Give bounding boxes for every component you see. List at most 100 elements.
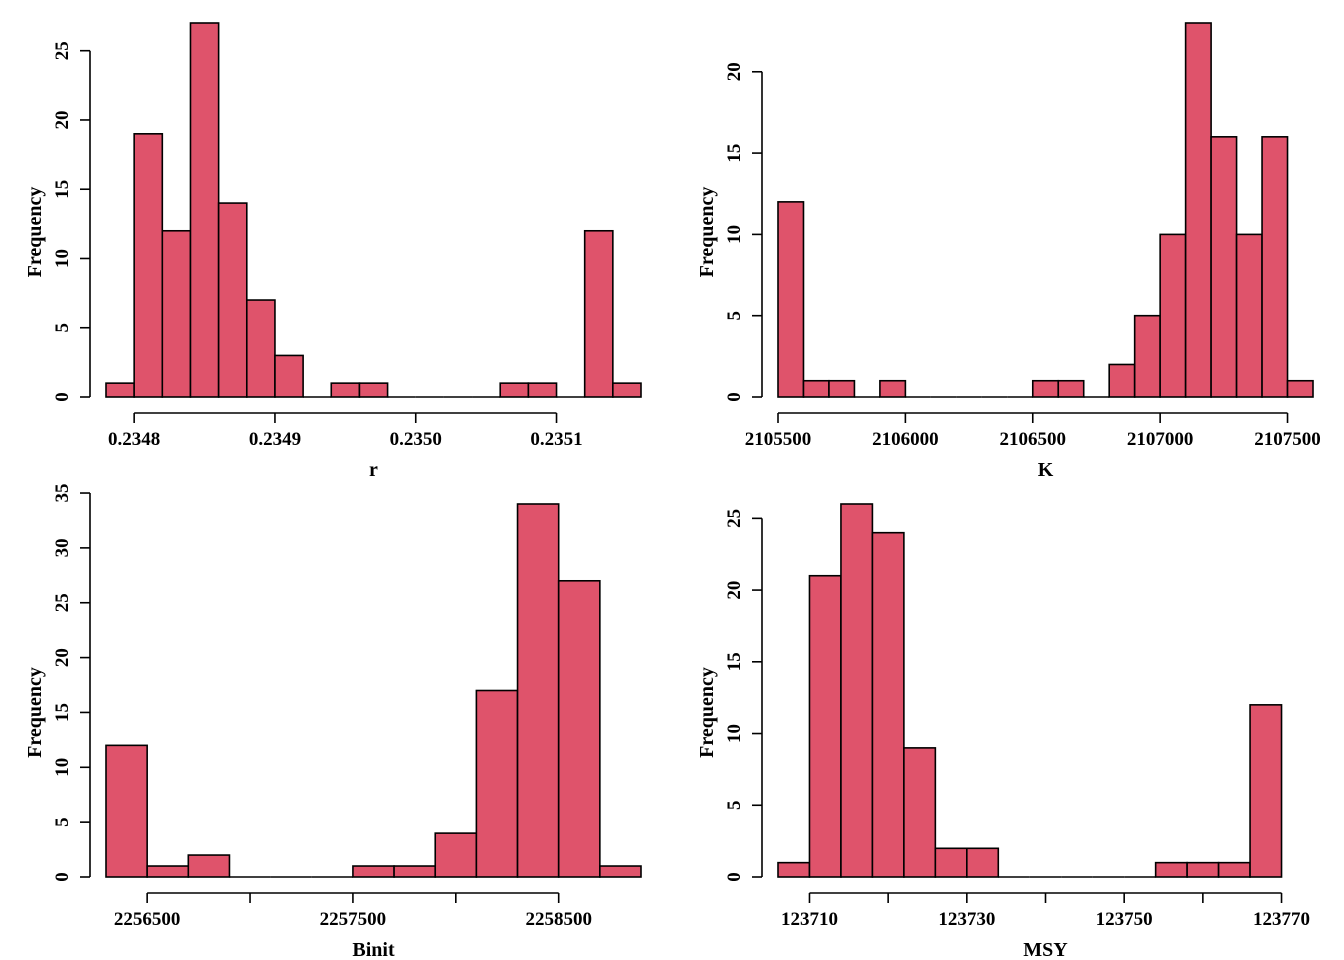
x-tick-label: 123770 bbox=[1253, 909, 1310, 930]
y-tick-label: 35 bbox=[52, 484, 73, 503]
histogram-r: 0.2348 0.2349 0.2350 0.2351 r 0 5 10 15 20 25 Frequ… bbox=[24, 22, 642, 481]
histogram-bar bbox=[146, 865, 190, 878]
histogram-bar bbox=[1249, 704, 1283, 878]
y-tick-label: 5 bbox=[724, 801, 745, 811]
x-axis-title: K bbox=[1038, 459, 1054, 481]
histogram-bar bbox=[1031, 379, 1060, 398]
y-tick-label: 10 bbox=[724, 724, 745, 743]
histogram-bar bbox=[808, 574, 842, 878]
x-tick-label: 0.2349 bbox=[249, 429, 301, 450]
x-tick-label: 123750 bbox=[1096, 909, 1153, 930]
x-axis-title: MSY bbox=[1023, 939, 1068, 960]
y-tick-label: 0 bbox=[52, 392, 73, 402]
histogram-bar bbox=[1133, 314, 1161, 398]
histogram-bar bbox=[393, 865, 437, 878]
histogram-bar bbox=[161, 229, 192, 398]
histogram-bar bbox=[499, 382, 530, 398]
y-tick-label: 20 bbox=[724, 581, 745, 600]
y-tick-label: 10 bbox=[52, 249, 73, 268]
y-tick-label: 15 bbox=[52, 703, 73, 722]
y-tick-label: 15 bbox=[724, 144, 745, 163]
x-tick-label: 123710 bbox=[781, 909, 838, 930]
histogram-bar bbox=[527, 382, 558, 398]
y-tick-label: 5 bbox=[52, 323, 73, 333]
histogram-bar bbox=[934, 847, 968, 878]
histogram-bar bbox=[1217, 861, 1251, 878]
histogram-bar bbox=[1154, 861, 1188, 878]
y-tick-label: 20 bbox=[724, 62, 745, 81]
x-tick-label: 2107500 bbox=[1254, 429, 1321, 450]
histogram-bar bbox=[217, 202, 248, 398]
y-tick-label: 25 bbox=[52, 593, 73, 612]
y-tick-label: 10 bbox=[724, 225, 745, 244]
histogram-bar bbox=[1186, 861, 1220, 878]
histogram-bar bbox=[274, 354, 304, 398]
y-tick-label: 0 bbox=[52, 872, 73, 882]
histogram-bar bbox=[777, 861, 811, 878]
histogram-bar bbox=[1159, 233, 1187, 398]
histogram-bar bbox=[1210, 136, 1238, 398]
x-tick-label: 2106000 bbox=[872, 429, 939, 450]
histogram-bar bbox=[330, 382, 361, 398]
y-tick-label: 20 bbox=[52, 648, 73, 667]
y-tick-label: 20 bbox=[52, 110, 73, 129]
y-tick-label: 0 bbox=[724, 392, 745, 402]
histogram-bar bbox=[352, 865, 395, 878]
y-tick-label: 5 bbox=[52, 817, 73, 827]
x-axis-title: Binit bbox=[352, 939, 395, 960]
y-tick-label: 5 bbox=[724, 311, 745, 321]
histogram-bar bbox=[189, 22, 220, 398]
histogram-bar bbox=[583, 229, 614, 398]
histogram-bar bbox=[1235, 233, 1263, 398]
histogram-bar bbox=[358, 382, 389, 398]
x-tick-label: 2107000 bbox=[1127, 429, 1194, 450]
histogram-bar bbox=[557, 579, 601, 878]
histogram-bar bbox=[840, 503, 874, 878]
histogram-bar bbox=[105, 744, 148, 878]
histogram-bar bbox=[1057, 379, 1085, 398]
x-axis-title: r bbox=[369, 459, 378, 481]
histogram-bar bbox=[475, 689, 519, 878]
y-tick-label: 15 bbox=[724, 652, 745, 671]
y-axis-title: Frequency bbox=[696, 187, 718, 278]
y-axis-title: Frequency bbox=[24, 667, 46, 758]
histogram-msy: 123710 123730 123750 123770 MSY 0 5 10 15 20 25 Fre… bbox=[696, 503, 1310, 960]
x-tick-label: 2256500 bbox=[114, 909, 181, 930]
y-tick-label: 15 bbox=[52, 180, 73, 199]
x-tick-label: 2257500 bbox=[320, 909, 387, 930]
histogram-bar bbox=[612, 382, 642, 398]
x-tick-label: 2258500 bbox=[525, 909, 592, 930]
y-tick-label: 25 bbox=[724, 509, 745, 528]
x-tick-label: 0.2350 bbox=[390, 429, 442, 450]
histogram-bar bbox=[879, 379, 907, 398]
y-tick-label: 10 bbox=[52, 758, 73, 777]
x-tick-label: 0.2348 bbox=[108, 429, 160, 450]
x-tick-label: 2106500 bbox=[1000, 429, 1067, 450]
histogram-bar bbox=[599, 865, 642, 878]
x-tick-label: 0.2351 bbox=[530, 429, 582, 450]
y-axis-title: Frequency bbox=[696, 667, 718, 758]
y-axis-title: Frequency bbox=[24, 187, 46, 278]
histogram-bar bbox=[903, 747, 937, 878]
histogram-bar bbox=[434, 832, 478, 878]
y-tick-label: 25 bbox=[52, 41, 73, 60]
histogram-bar bbox=[245, 299, 276, 398]
histogram-k: 2105500 2106000 2106500 2107000 2107500 K 0 5 10… bbox=[696, 22, 1321, 481]
histogram-bar bbox=[871, 531, 905, 878]
histogram-bar bbox=[133, 133, 164, 398]
histogram-bar bbox=[1261, 136, 1289, 398]
histogram-bar bbox=[777, 201, 805, 398]
y-tick-label: 30 bbox=[52, 538, 73, 557]
histogram-bar bbox=[1108, 363, 1136, 398]
histogram-bar bbox=[1286, 379, 1314, 398]
histogram-bar bbox=[105, 382, 135, 398]
x-tick-label: 123730 bbox=[938, 909, 995, 930]
histogram-bar bbox=[187, 854, 231, 878]
histogram-bar bbox=[966, 847, 1000, 878]
histogram-bar bbox=[828, 379, 856, 398]
histogram-bar bbox=[516, 503, 560, 878]
histogram-bar bbox=[1184, 22, 1212, 398]
histogram-bar bbox=[802, 379, 830, 398]
x-tick-label: 2105500 bbox=[745, 429, 812, 450]
